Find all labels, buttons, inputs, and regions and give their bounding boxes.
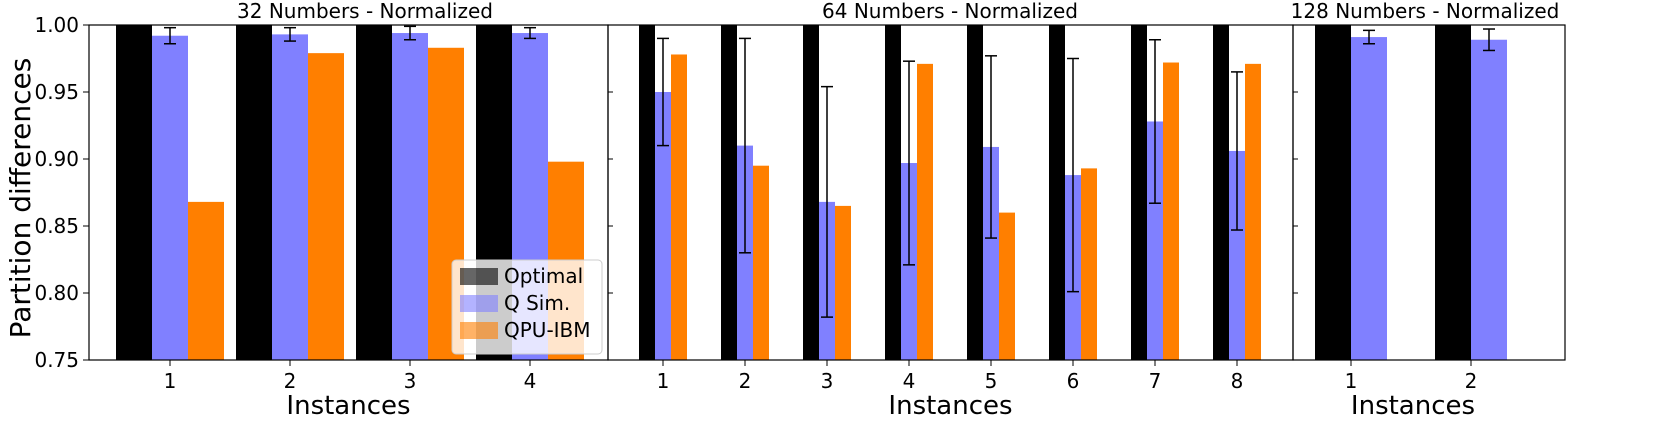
bar-q-sim-2 <box>1471 39 1507 361</box>
bar-optimal-1 <box>639 25 655 360</box>
x-tick-label: 8 <box>1231 369 1244 393</box>
y-tick-label: 0.85 <box>34 214 79 238</box>
legend-swatch-3 <box>460 322 498 339</box>
panel-3-frame <box>1292 24 1566 361</box>
legend-swatch-1 <box>460 268 498 285</box>
x-tick-label: 3 <box>404 369 417 393</box>
panel-1-title: 32 Numbers - Normalized <box>237 0 493 23</box>
bar-optimal-2 <box>236 25 272 360</box>
bar-q-sim-1 <box>655 92 671 360</box>
x-tick-label: 1 <box>164 369 177 393</box>
bar-q-sim-1 <box>152 35 188 360</box>
error-bar-6 <box>1067 57 1079 293</box>
panel-2-title: 64 Numbers - Normalized <box>822 0 1078 23</box>
bar-optimal-1 <box>116 25 152 360</box>
x-tick-label: 1 <box>1345 369 1358 393</box>
y-tick-label: 0.90 <box>34 147 79 171</box>
bar-q-sim-1 <box>1351 37 1387 361</box>
bar-q-sim-7 <box>1147 121 1163 360</box>
bar-qpu-ibm-8 <box>1245 63 1261 361</box>
error-bar-7 <box>1149 38 1161 204</box>
panel-2-frame <box>607 24 1294 361</box>
bar-q-sim-8 <box>1229 150 1245 360</box>
bar-optimal-5 <box>967 25 983 360</box>
bar-q-sim-5 <box>983 146 999 360</box>
bar-optimal-4 <box>885 25 901 360</box>
y-tick-label: 0.75 <box>34 348 79 372</box>
y-tick-label: 0.80 <box>34 281 79 305</box>
x-tick-label: 2 <box>739 369 752 393</box>
bar-optimal-3 <box>356 25 392 360</box>
x-tick-label: 5 <box>985 369 998 393</box>
error-bar-2 <box>1483 28 1495 52</box>
error-bar-5 <box>985 55 997 239</box>
panel-3-x-axis-label: Instances <box>1351 391 1475 421</box>
bar-optimal-1 <box>1315 25 1351 360</box>
panel-1-x-axis-label: Instances <box>286 391 410 421</box>
bar-q-sim-3 <box>392 33 428 360</box>
error-bar-3 <box>821 85 833 318</box>
bar-optimal-8 <box>1213 25 1229 360</box>
bar-qpu-ibm-2 <box>753 165 769 360</box>
x-tick-label: 7 <box>1149 369 1162 393</box>
legend-label-2: Q Sim. <box>504 291 570 315</box>
x-tick-label: 2 <box>284 369 297 393</box>
x-tick-label: 3 <box>821 369 834 393</box>
x-tick-label: 4 <box>524 369 537 393</box>
bar-qpu-ibm-1 <box>188 201 224 360</box>
bar-qpu-ibm-1 <box>671 54 687 360</box>
error-bar-4 <box>524 26 536 40</box>
x-tick-label: 1 <box>657 369 670 393</box>
legend-swatch-2 <box>460 295 498 312</box>
error-bar-4 <box>903 60 915 266</box>
y-axis-label: Partition differences <box>4 58 37 339</box>
x-tick-label: 2 <box>1465 369 1478 393</box>
error-bar-1 <box>657 37 669 147</box>
bar-qpu-ibm-4 <box>917 63 933 361</box>
error-bar-2 <box>284 26 296 42</box>
bar-qpu-ibm-2 <box>308 53 344 360</box>
error-bar-1 <box>1363 29 1375 45</box>
y-tick-label: 1.00 <box>34 13 79 37</box>
bar-optimal-7 <box>1131 25 1147 360</box>
legend-label-3: QPU-IBM <box>504 318 591 342</box>
panel-2-x-axis-label: Instances <box>888 391 1012 421</box>
error-bar-2 <box>739 37 751 254</box>
bar-q-sim-2 <box>272 34 308 360</box>
bar-qpu-ibm-6 <box>1081 168 1097 360</box>
error-bar-8 <box>1231 71 1243 231</box>
bar-optimal-6 <box>1049 25 1065 360</box>
bar-optimal-3 <box>803 25 819 360</box>
error-bar-3 <box>404 25 416 41</box>
bar-qpu-ibm-3 <box>835 205 851 360</box>
legend-label-1: Optimal <box>504 264 583 288</box>
legend: Optimal Q Sim. QPU-IBM <box>451 259 603 355</box>
x-tick-label: 4 <box>903 369 916 393</box>
x-tick-label: 6 <box>1067 369 1080 393</box>
panel-3-title: 128 Numbers - Normalized <box>1291 0 1560 23</box>
y-tick-label: 0.95 <box>34 80 79 104</box>
bar-qpu-ibm-7 <box>1163 62 1179 361</box>
bar-optimal-2 <box>1435 25 1471 360</box>
bar-qpu-ibm-5 <box>999 212 1015 360</box>
error-bar-1 <box>164 26 176 45</box>
bar-optimal-2 <box>721 25 737 360</box>
